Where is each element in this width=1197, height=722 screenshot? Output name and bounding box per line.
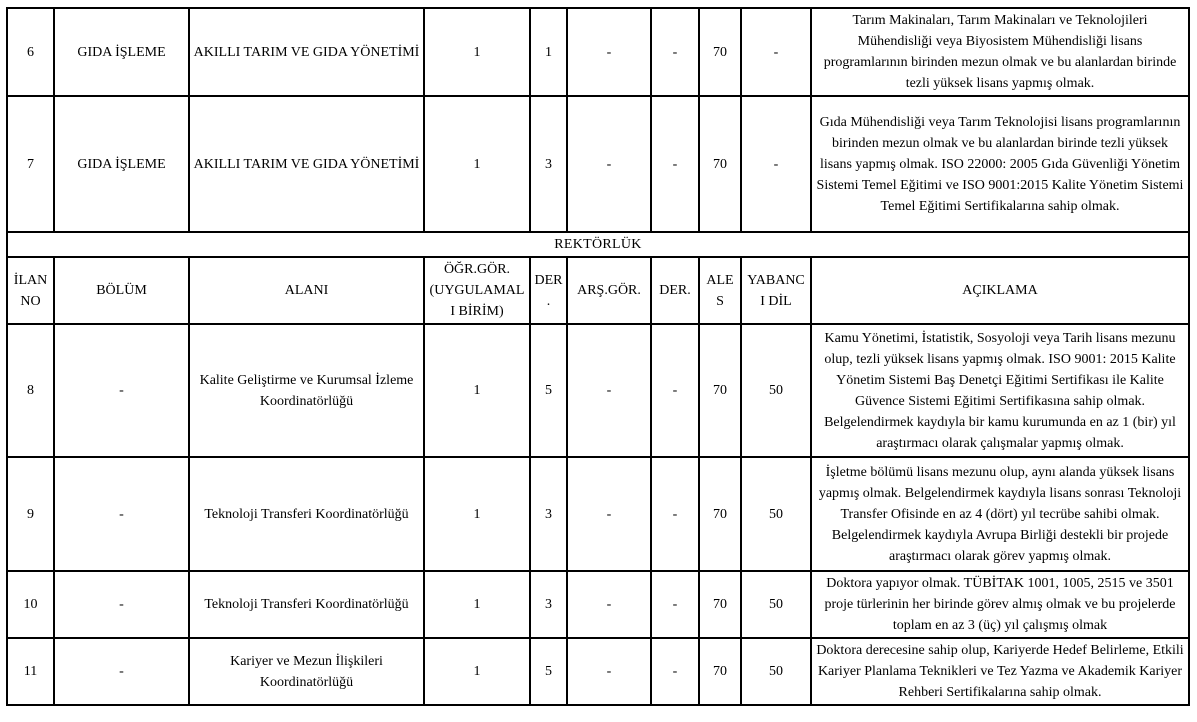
cell-ilan-no: 6 (6, 7, 55, 97)
section-label: REKTÖRLÜK (6, 231, 1190, 258)
table-row: 8 - Kalite Geliştirme ve Kurumsal İzleme… (6, 323, 1190, 458)
section-row: REKTÖRLÜK (6, 231, 1190, 258)
cell-der-2: - (650, 456, 700, 572)
cell-der-1: 3 (529, 570, 568, 639)
cell-bolum: GIDA İŞLEME (53, 95, 190, 233)
cell-ars-gor: - (566, 7, 652, 97)
header-ogr-gor: ÖĞR.GÖR. (UYGULAMALI BİRİM) (423, 256, 531, 325)
cell-ilan-no: 10 (6, 570, 55, 639)
table-row: 7 GIDA İŞLEME AKILLI TARIM VE GIDA YÖNET… (6, 95, 1190, 233)
cell-aciklama: Kamu Yönetimi, İstatistik, Sosyoloji vey… (810, 323, 1190, 458)
cell-alani: Kariyer ve Mezun İlişkileri Koordinatörl… (188, 637, 425, 706)
cell-ars-gor: - (566, 570, 652, 639)
cell-aciklama: Gıda Mühendisliği veya Tarım Teknolojisi… (810, 95, 1190, 233)
cell-der-2: - (650, 7, 700, 97)
cell-der-2: - (650, 570, 700, 639)
cell-bolum: - (53, 570, 190, 639)
cell-aciklama: İşletme bölümü lisans mezunu olup, aynı … (810, 456, 1190, 572)
cell-ogr-gor: 1 (423, 323, 531, 458)
cell-ilan-no: 7 (6, 95, 55, 233)
cell-der-2: - (650, 637, 700, 706)
cell-der-2: - (650, 323, 700, 458)
cell-ars-gor: - (566, 456, 652, 572)
header-bolum: BÖLÜM (53, 256, 190, 325)
header-aciklama: AÇIKLAMA (810, 256, 1190, 325)
cell-ogr-gor: 1 (423, 570, 531, 639)
cell-aciklama: Doktora yapıyor olmak. TÜBİTAK 1001, 100… (810, 570, 1190, 639)
cell-ogr-gor: 1 (423, 95, 531, 233)
cell-ars-gor: - (566, 95, 652, 233)
cell-der-1: 1 (529, 7, 568, 97)
cell-ilan-no: 9 (6, 456, 55, 572)
job-posting-table: 6 GIDA İŞLEME AKILLI TARIM VE GIDA YÖNET… (6, 7, 1190, 706)
table-row: 9 - Teknoloji Transferi Koordinatörlüğü … (6, 456, 1190, 572)
cell-der-1: 5 (529, 323, 568, 458)
cell-der-1: 3 (529, 456, 568, 572)
cell-alani: Teknoloji Transferi Koordinatörlüğü (188, 570, 425, 639)
cell-bolum: - (53, 456, 190, 572)
cell-bolum: - (53, 323, 190, 458)
cell-bolum: GIDA İŞLEME (53, 7, 190, 97)
cell-ogr-gor: 1 (423, 456, 531, 572)
cell-bolum: - (53, 637, 190, 706)
cell-alani: AKILLI TARIM VE GIDA YÖNETİMİ (188, 95, 425, 233)
cell-yabanci-dil: 50 (740, 570, 812, 639)
cell-ogr-gor: 1 (423, 637, 531, 706)
cell-ogr-gor: 1 (423, 7, 531, 97)
table-row: 11 - Kariyer ve Mezun İlişkileri Koordin… (6, 637, 1190, 706)
cell-ales: 70 (698, 637, 742, 706)
cell-ales: 70 (698, 7, 742, 97)
cell-alani: Kalite Geliştirme ve Kurumsal İzleme Koo… (188, 323, 425, 458)
header-ilan-no: İLAN NO (6, 256, 55, 325)
cell-der-1: 3 (529, 95, 568, 233)
cell-ales: 70 (698, 95, 742, 233)
cell-ilan-no: 11 (6, 637, 55, 706)
header-ars-gor: ARŞ.GÖR. (566, 256, 652, 325)
header-der-2: DER. (650, 256, 700, 325)
cell-yabanci-dil: 50 (740, 456, 812, 572)
cell-alani: AKILLI TARIM VE GIDA YÖNETİMİ (188, 7, 425, 97)
cell-der-2: - (650, 95, 700, 233)
cell-yabanci-dil: - (740, 95, 812, 233)
header-ales: ALES (698, 256, 742, 325)
cell-yabanci-dil: 50 (740, 637, 812, 706)
cell-alani: Teknoloji Transferi Koordinatörlüğü (188, 456, 425, 572)
table-row: 6 GIDA İŞLEME AKILLI TARIM VE GIDA YÖNET… (6, 7, 1190, 97)
cell-ales: 70 (698, 570, 742, 639)
cell-ales: 70 (698, 456, 742, 572)
cell-yabanci-dil: 50 (740, 323, 812, 458)
cell-aciklama: Doktora derecesine sahip olup, Kariyerde… (810, 637, 1190, 706)
cell-ars-gor: - (566, 637, 652, 706)
header-yabanci-dil: YABANCI DİL (740, 256, 812, 325)
cell-yabanci-dil: - (740, 7, 812, 97)
header-der-1: DER. (529, 256, 568, 325)
table-row: 10 - Teknoloji Transferi Koordinatörlüğü… (6, 570, 1190, 639)
cell-der-1: 5 (529, 637, 568, 706)
cell-aciklama: Tarım Makinaları, Tarım Makinaları ve Te… (810, 7, 1190, 97)
cell-ilan-no: 8 (6, 323, 55, 458)
cell-ars-gor: - (566, 323, 652, 458)
header-row: İLAN NO BÖLÜM ALANI ÖĞR.GÖR. (UYGULAMALI… (6, 256, 1190, 325)
cell-ales: 70 (698, 323, 742, 458)
header-alani: ALANI (188, 256, 425, 325)
